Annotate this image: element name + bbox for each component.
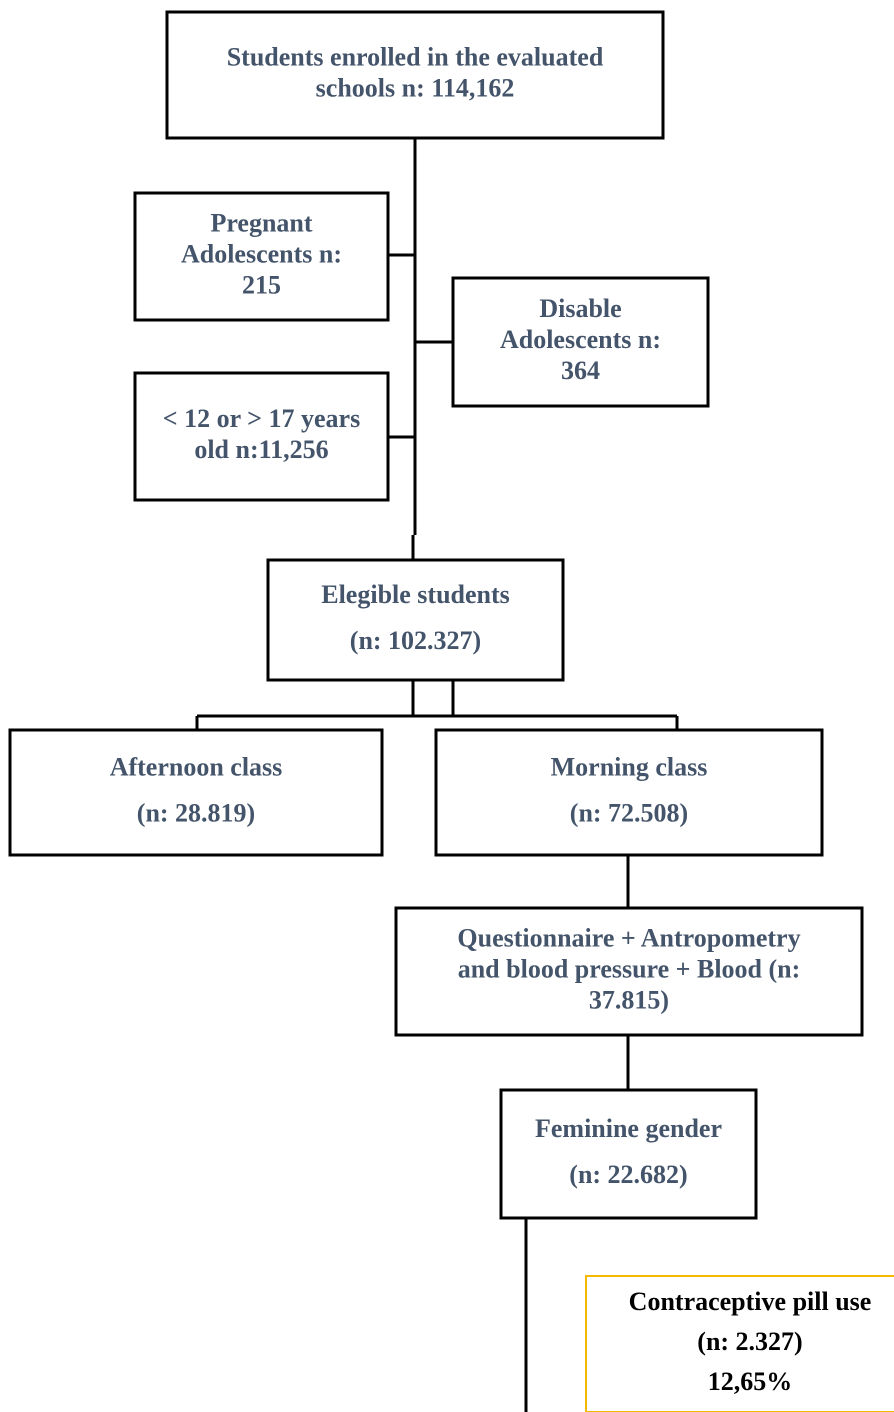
node-box — [8, 728, 384, 857]
node-label: Questionnaire + Antropometry — [457, 923, 800, 952]
node-label: Disable — [539, 294, 621, 323]
node: Feminine gender (n: 22.682) — [499, 1088, 758, 1220]
node-box — [585, 1275, 894, 1412]
node-label: Elegible students — [321, 580, 510, 609]
node-box — [266, 558, 565, 682]
node-label: Adolescents n: — [181, 239, 342, 268]
node-box — [394, 906, 864, 1037]
node-label: 364 — [561, 356, 600, 385]
connector — [524, 855, 630, 1412]
node-label: Feminine gender — [535, 1114, 722, 1143]
node: Morning class (n: 72.508) — [434, 728, 824, 857]
node-box — [133, 191, 390, 322]
node-label: (n: 72.508) — [570, 798, 688, 827]
node-label: Contraceptive pill use — [629, 1287, 872, 1316]
node-label: and blood pressure + Blood (n: — [458, 954, 801, 983]
node-box — [133, 371, 390, 502]
node: Afternoon class (n: 28.819) — [8, 728, 384, 857]
node-label: (n: 22.682) — [569, 1160, 687, 1189]
node-box — [499, 1088, 758, 1220]
node-label: Students enrolled in the evaluated — [227, 42, 604, 71]
node: Contraceptive pill use (n: 2.327) 12,65% — [585, 1275, 894, 1412]
connectors — [195, 138, 679, 1412]
node-label: schools n: 114,162 — [316, 73, 515, 102]
node-label: (n: 2.327) — [697, 1327, 802, 1356]
node-label: < 12 or > 17 years — [163, 404, 360, 433]
node-box — [165, 10, 665, 140]
node-label: Pregnant — [210, 208, 312, 237]
node-label: 215 — [242, 270, 281, 299]
node-label: old n:11,256 — [194, 435, 328, 464]
node-label: 37.815) — [589, 985, 669, 1014]
node: Students enrolled in the evaluatedschool… — [165, 10, 665, 140]
node-label: (n: 28.819) — [137, 798, 255, 827]
node-label: 12,65% — [708, 1367, 793, 1396]
node-box — [434, 728, 824, 857]
node-label: Morning class — [551, 752, 708, 781]
connector — [195, 680, 679, 730]
node-label: Adolescents n: — [500, 325, 661, 354]
node-label: Afternoon class — [110, 752, 283, 781]
node-label: (n: 102.327) — [350, 626, 481, 655]
node-box — [451, 276, 710, 408]
connector — [388, 138, 453, 560]
node: Elegible students (n: 102.327) — [266, 558, 565, 682]
